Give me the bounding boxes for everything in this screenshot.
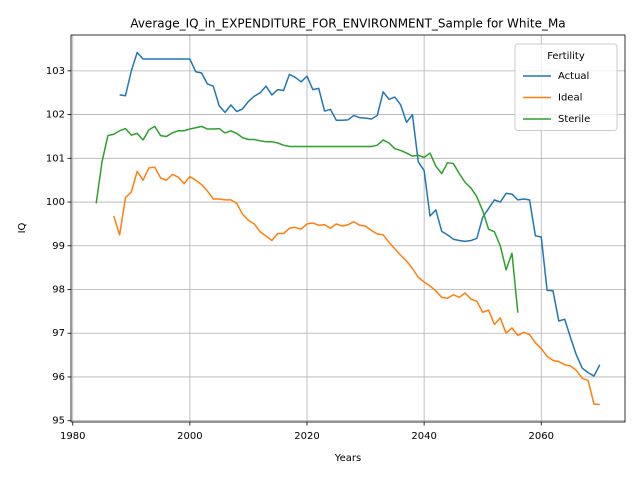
x-tick-label: 2020 <box>294 431 319 442</box>
data-line <box>113 166 600 406</box>
x-tick-label: 2060 <box>529 431 554 442</box>
data-line <box>95 125 519 313</box>
legend-label: Actual <box>558 71 589 82</box>
y-tick-label: 101 <box>46 153 65 164</box>
x-axis-label: Years <box>334 453 361 464</box>
y-tick-label: 102 <box>46 110 65 121</box>
y-tick-label: 95 <box>52 416 65 427</box>
y-tick-label: 103 <box>46 66 65 77</box>
y-tick-label: 100 <box>46 197 65 208</box>
data-line <box>119 51 601 377</box>
y-tick-label: 97 <box>52 328 65 339</box>
y-tick-label: 98 <box>52 285 65 296</box>
y-tick-label: 96 <box>52 372 65 383</box>
legend: Fertility Actual Ideal Sterile <box>514 43 618 131</box>
chart-title: Average_IQ_in_EXPENDITURE_FOR_ENVIRONMEN… <box>130 17 565 31</box>
plot-frame <box>70 34 626 423</box>
y-tick-label: 99 <box>52 241 65 252</box>
x-tick-label: 1980 <box>60 431 85 442</box>
legend-title: Fertility <box>547 51 585 62</box>
legend-label: Sterile <box>558 114 590 125</box>
x-tick-label: 2000 <box>177 431 202 442</box>
y-axis-label: IQ <box>17 222 28 233</box>
x-tick-label: 2040 <box>411 431 436 442</box>
legend-box <box>514 43 618 131</box>
legend-label: Ideal <box>558 93 582 104</box>
